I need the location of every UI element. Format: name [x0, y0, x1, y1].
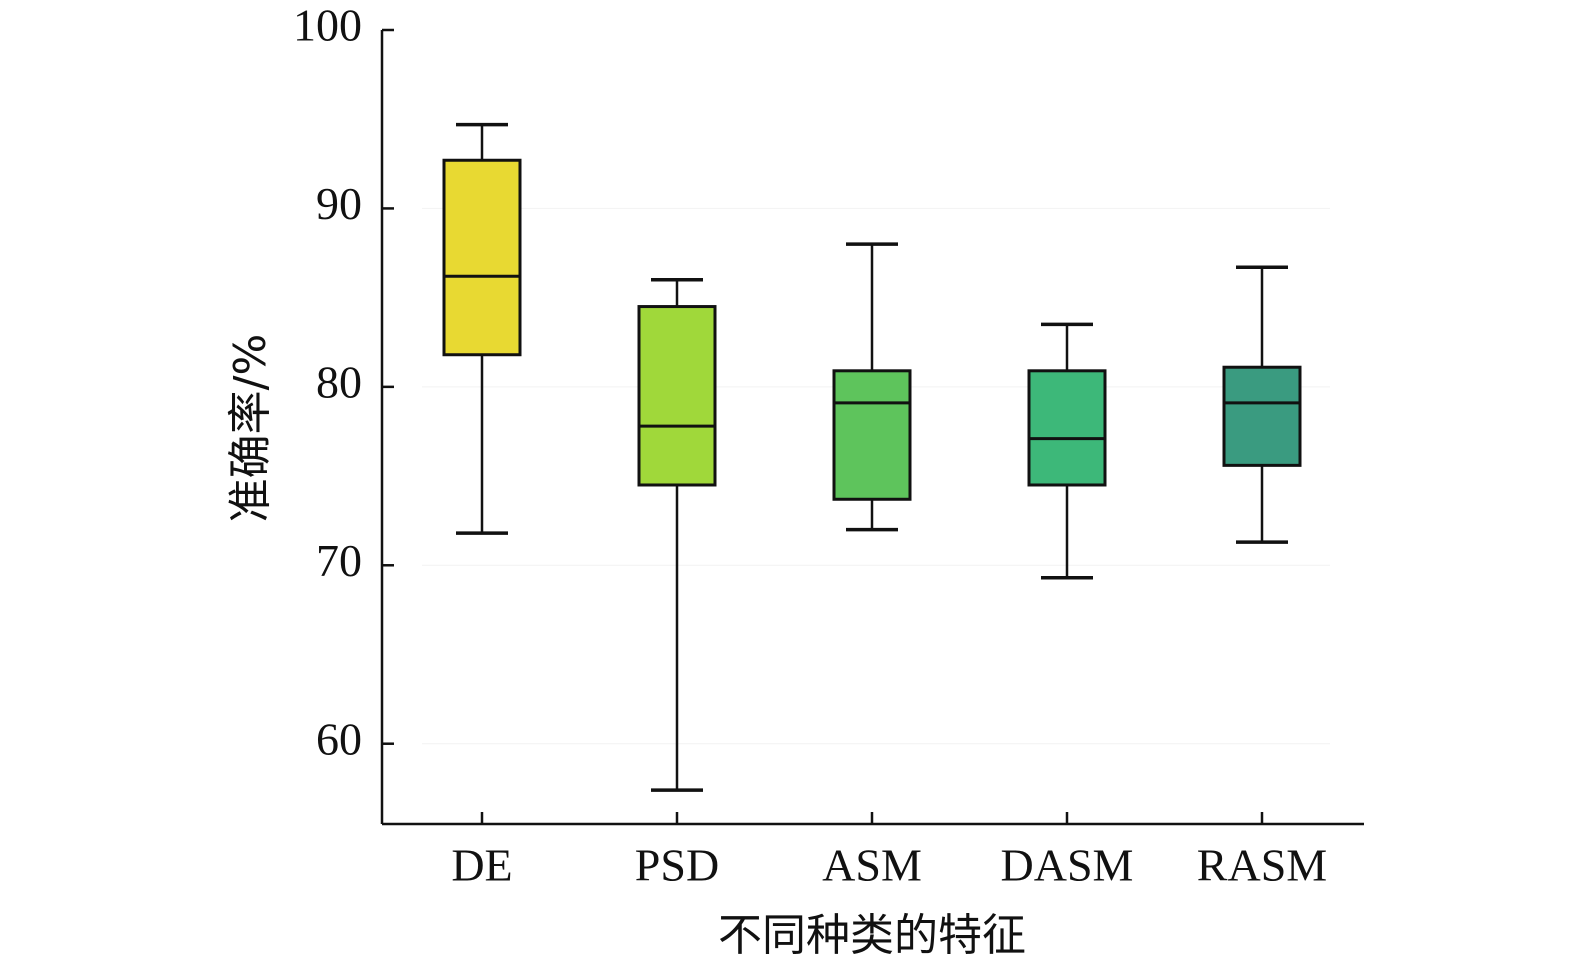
box-body [1222, 365, 1302, 467]
y-tick-label: 100 [293, 0, 362, 51]
box-body [832, 369, 912, 501]
box-body [1027, 369, 1107, 487]
y-tick-label: 70 [316, 535, 362, 586]
x-tick-label-de: DE [451, 840, 512, 891]
box-series [442, 122, 1302, 792]
y-tick-label: 80 [316, 356, 362, 407]
x-axis-title: 不同种类的特征 [718, 910, 1026, 961]
box-asm [832, 242, 912, 532]
x-tick-label-asm: ASM [822, 840, 922, 891]
y-tick-label: 90 [316, 178, 362, 229]
x-tick-label-psd: PSD [635, 840, 719, 891]
y-axis-title: 准确率/% [225, 334, 276, 523]
x-ticks: DE PSD ASM DASM RASM [451, 812, 1327, 891]
box-psd [637, 278, 717, 792]
x-tick-label-dasm: DASM [1001, 840, 1134, 891]
box-body [637, 305, 717, 487]
x-tick-label-rasm: RASM [1197, 840, 1327, 891]
box-dasm [1027, 322, 1107, 580]
box-rasm [1222, 265, 1302, 544]
box-body [442, 158, 522, 357]
box-de [442, 122, 522, 535]
y-tick-label: 60 [316, 713, 362, 764]
y-ticks: 60 70 80 90 100 [293, 0, 394, 764]
